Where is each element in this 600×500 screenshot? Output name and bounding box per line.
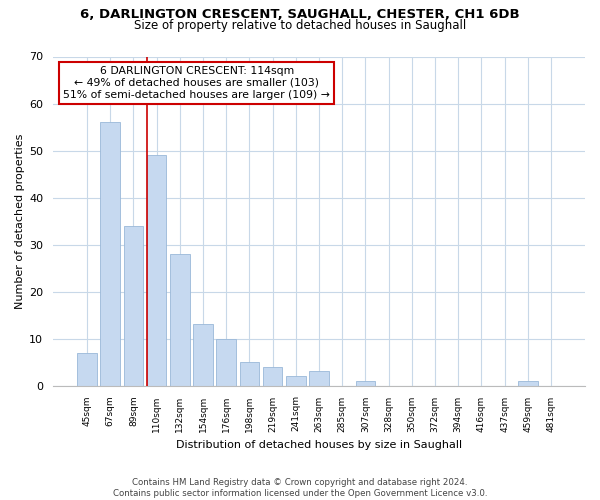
Bar bbox=[239, 362, 259, 386]
Bar bbox=[193, 324, 213, 386]
Bar bbox=[170, 254, 190, 386]
Bar bbox=[147, 155, 166, 386]
Bar bbox=[286, 376, 305, 386]
Bar bbox=[100, 122, 120, 386]
Bar bbox=[124, 226, 143, 386]
Bar bbox=[518, 381, 538, 386]
Bar bbox=[356, 381, 375, 386]
Y-axis label: Number of detached properties: Number of detached properties bbox=[15, 134, 25, 308]
Text: 6, DARLINGTON CRESCENT, SAUGHALL, CHESTER, CH1 6DB: 6, DARLINGTON CRESCENT, SAUGHALL, CHESTE… bbox=[80, 8, 520, 20]
Bar bbox=[217, 338, 236, 386]
Text: 6 DARLINGTON CRESCENT: 114sqm
← 49% of detached houses are smaller (103)
51% of : 6 DARLINGTON CRESCENT: 114sqm ← 49% of d… bbox=[63, 66, 330, 100]
X-axis label: Distribution of detached houses by size in Saughall: Distribution of detached houses by size … bbox=[176, 440, 462, 450]
Text: Contains HM Land Registry data © Crown copyright and database right 2024.
Contai: Contains HM Land Registry data © Crown c… bbox=[113, 478, 487, 498]
Bar bbox=[309, 372, 329, 386]
Bar bbox=[77, 352, 97, 386]
Bar bbox=[263, 367, 283, 386]
Text: Size of property relative to detached houses in Saughall: Size of property relative to detached ho… bbox=[134, 19, 466, 32]
